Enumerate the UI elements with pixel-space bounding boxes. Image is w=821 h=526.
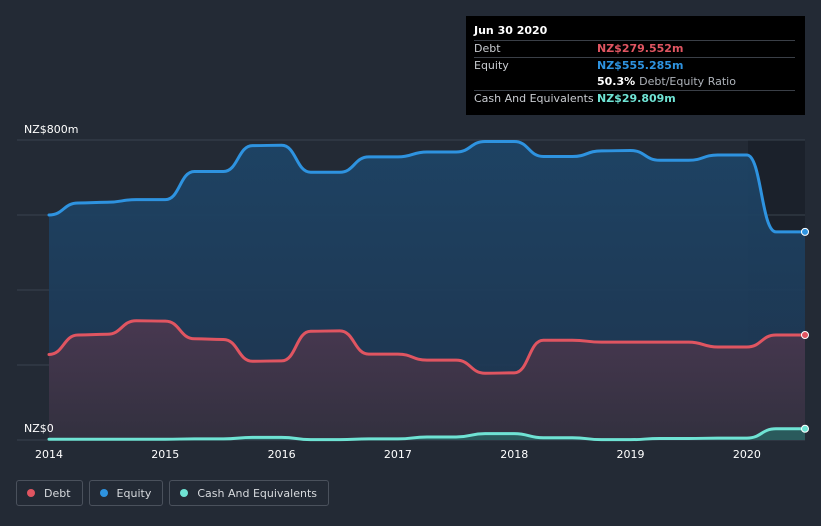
cash-dot-icon [180,489,189,497]
legend-item-equity[interactable]: Equity [88,480,164,506]
tooltip-equity-label: Equity [474,59,509,72]
x-tick-label: 2016 [268,448,296,461]
tooltip-row-equity: Equity NZ$555.285m [474,57,795,74]
y-axis-bottom-label: NZ$0 [24,422,54,435]
legend-item-cash[interactable]: Cash And Equivalents [169,480,329,506]
tooltip-debt-label: Debt [474,42,501,55]
tooltip-cash-label: Cash And Equivalents [474,92,594,105]
tooltip-ratio-label: Debt/Equity Ratio [639,75,736,88]
x-tick-label: 2015 [151,448,179,461]
tooltip-row-debt: Debt NZ$279.552m [474,40,795,57]
tooltip-row-cash: Cash And Equivalents NZ$29.809m [474,90,795,107]
legend-label-equity: Equity [116,486,152,500]
x-axis-ticks: 2014 2015 2016 2017 2018 2019 2020 [35,448,761,461]
tooltip-equity-value: NZ$555.285m [597,59,684,72]
tooltip-ratio-value: 50.3% [597,75,636,88]
hover-tooltip: Jun 30 2020 Debt NZ$279.552m Equity NZ$5… [466,16,805,115]
cash-and-equivalents-line [47,427,807,442]
y-axis-top-label: NZ$800m [24,123,78,136]
cash-and-equivalents-end-point [801,424,809,433]
legend-label-debt: Debt [44,486,71,500]
series-lines [47,140,809,442]
legend-item-debt[interactable]: Debt [16,480,83,506]
x-tick-label: 2018 [500,448,528,461]
debt-dot-icon [27,489,35,497]
x-tick-label: 2019 [617,448,645,461]
tooltip-cash-value: NZ$29.809m [597,92,676,105]
tooltip-date: Jun 30 2020 [474,24,548,37]
chart-legend: Debt Equity Cash And Equivalents [16,480,329,506]
equity-line [47,140,807,234]
tooltip-debt-value: NZ$279.552m [597,42,684,55]
legend-label-cash: Cash And Equivalents [197,486,317,500]
x-tick-label: 2014 [35,448,63,461]
tooltip-row-ratio: 50.3% Debt/Equity Ratio [474,74,795,90]
debt-end-point [801,331,809,339]
x-tick-label: 2017 [384,448,412,461]
equity-end-point [801,227,809,236]
equity-dot-icon [99,489,108,497]
series-areas [49,141,805,440]
x-tick-label: 2020 [733,448,761,461]
debt-line [47,319,807,375]
